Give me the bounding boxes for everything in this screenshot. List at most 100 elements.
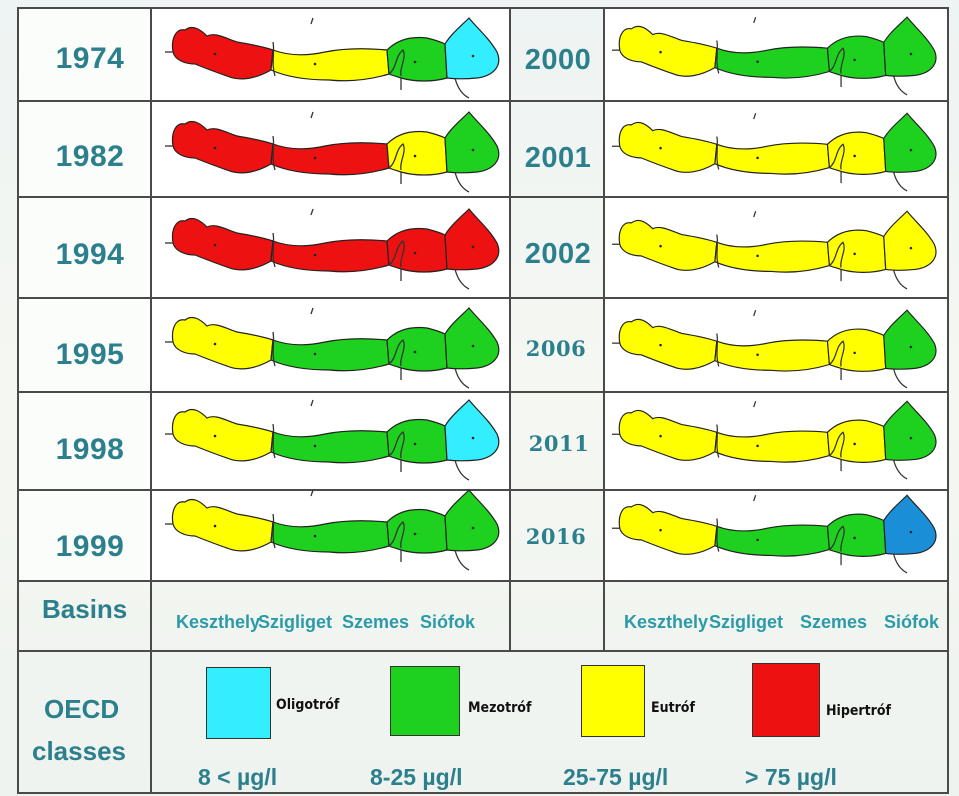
sampling-point xyxy=(313,352,317,356)
basin-szemes xyxy=(386,508,448,554)
shoreline-detail xyxy=(272,331,276,367)
sampling-point xyxy=(659,146,662,150)
map-column-right xyxy=(605,8,948,580)
shoreline-detail xyxy=(892,459,908,480)
oecd-header-line1: OECD xyxy=(44,694,120,724)
basin-siofok xyxy=(444,399,500,462)
lake-map-1994 xyxy=(165,208,500,290)
basin-name-szigliget: Szigliget xyxy=(258,612,333,632)
basin-keszthely xyxy=(171,217,274,271)
shoreline-detail xyxy=(310,208,314,216)
lake-map-1982 xyxy=(165,111,500,193)
shoreline-detail xyxy=(828,241,845,268)
basin-name-siofok: Siófok xyxy=(420,612,476,632)
basin-szemes xyxy=(386,227,448,273)
legend-swatch-mezotrof xyxy=(390,666,460,736)
sampling-point xyxy=(909,436,913,440)
grid-line xyxy=(509,7,511,651)
shoreline-detail xyxy=(716,136,720,170)
grid-line xyxy=(18,792,948,794)
lake-map-2001 xyxy=(612,112,937,192)
basin-szigliget xyxy=(714,240,831,273)
sampling-point xyxy=(853,536,856,540)
basin-szigliget xyxy=(270,338,390,372)
shoreline-detail xyxy=(892,553,908,574)
shoreline-detail xyxy=(454,549,470,571)
shoreline-detail xyxy=(828,525,845,552)
basin-siofok xyxy=(444,307,500,370)
basin-szigliget xyxy=(714,524,831,557)
oecd-header-line2: classes xyxy=(32,736,126,766)
year-label: 1994 xyxy=(55,238,125,271)
basin-szemes xyxy=(826,513,887,557)
sampling-point xyxy=(413,60,417,64)
grid-line xyxy=(18,297,948,299)
lake-map-2000 xyxy=(612,16,937,96)
basin-keszthely xyxy=(618,121,718,173)
shoreline-detail xyxy=(310,489,314,497)
basin-szigliget xyxy=(270,239,390,273)
legend-range-eutrof: 25-75 µg/l xyxy=(563,764,669,790)
sampling-point xyxy=(756,156,759,160)
shoreline-detail xyxy=(310,111,314,119)
year-label: 2001 xyxy=(524,142,592,174)
sampling-point xyxy=(853,351,856,355)
sampling-point xyxy=(909,148,913,152)
shoreline-detail xyxy=(716,40,720,74)
shoreline-detail xyxy=(892,368,908,389)
basin-szemes xyxy=(386,36,448,82)
shoreline-detail xyxy=(892,269,908,290)
shoreline-detail xyxy=(388,49,405,77)
legend-swatch-hipertrof xyxy=(752,663,820,737)
shoreline-detail xyxy=(454,459,470,481)
grid-line xyxy=(18,650,948,652)
lake-map-1974 xyxy=(165,17,500,99)
basin-szigliget xyxy=(270,142,390,176)
shoreline-detail xyxy=(753,309,757,317)
basin-keszthely xyxy=(171,498,274,552)
basin-name-siofok: Siófok xyxy=(884,612,940,632)
grid-line xyxy=(947,7,949,794)
shoreline-detail xyxy=(716,424,720,458)
lake-map-1995 xyxy=(165,307,500,389)
grid-line xyxy=(18,100,948,102)
year-label: 2006 xyxy=(525,336,587,361)
basin-siofok xyxy=(883,16,937,77)
sampling-point xyxy=(756,353,759,357)
basin-keszthely xyxy=(618,219,718,271)
legend-label-hipertrof: Hipertróf xyxy=(826,703,891,719)
sampling-point xyxy=(413,154,417,158)
basin-keszthely xyxy=(171,408,274,462)
lake-map-2006 xyxy=(612,309,937,389)
legend-range-hipertrof: > 75 µg/l xyxy=(745,764,837,790)
shoreline-detail xyxy=(753,211,757,218)
grid-line xyxy=(150,7,152,794)
basin-szigliget xyxy=(270,430,390,464)
shoreline-detail xyxy=(753,401,757,408)
sampling-point xyxy=(413,442,417,446)
shoreline-detail xyxy=(454,77,470,99)
shoreline-detail xyxy=(716,333,720,367)
sampling-point xyxy=(756,60,759,64)
sampling-point xyxy=(471,436,475,440)
sampling-point xyxy=(413,251,417,255)
lake-map-2016 xyxy=(612,494,937,574)
sampling-point xyxy=(853,252,856,256)
shoreline-detail xyxy=(388,240,405,268)
shoreline-detail xyxy=(272,423,276,459)
shoreline-detail xyxy=(716,234,720,268)
basin-keszthely xyxy=(618,503,718,555)
legend-swatch-oligotrof xyxy=(206,667,271,739)
sampling-point xyxy=(659,528,662,532)
sampling-point xyxy=(909,246,913,250)
grid-line xyxy=(18,7,948,9)
sampling-point xyxy=(313,444,317,448)
lake-map-2002 xyxy=(612,210,937,290)
sampling-point xyxy=(213,524,217,528)
year-label: 2000 xyxy=(524,44,592,76)
shoreline-detail xyxy=(828,47,845,74)
basin-siofok xyxy=(444,489,500,552)
sampling-point xyxy=(471,148,475,152)
grid-line xyxy=(18,580,948,582)
basin-szigliget xyxy=(270,48,390,82)
